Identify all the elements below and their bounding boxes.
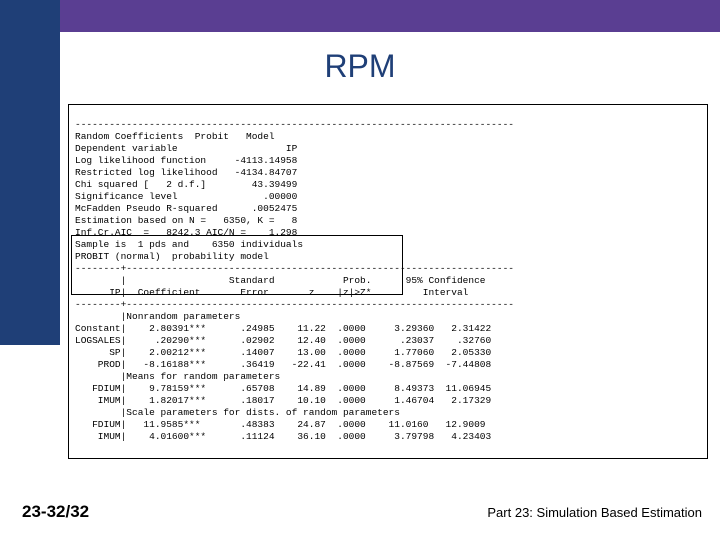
section-caption: Part 23: Simulation Based Estimation bbox=[487, 505, 702, 520]
slide-title: RPM bbox=[0, 48, 720, 85]
top-accent-bar bbox=[0, 0, 720, 32]
model-output-box: ----------------------------------------… bbox=[68, 104, 708, 459]
page-counter: 23-32/32 bbox=[22, 502, 89, 522]
model-output-text: ----------------------------------------… bbox=[69, 115, 707, 449]
